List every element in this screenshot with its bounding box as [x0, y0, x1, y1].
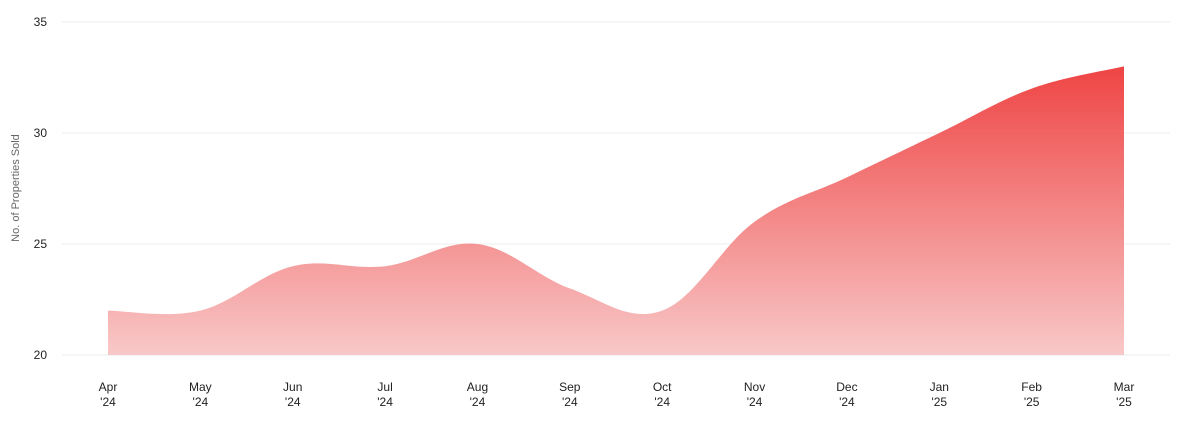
x-tick-label: Jan '25	[930, 380, 949, 409]
x-tick-label: Mar '25	[1114, 380, 1135, 409]
y-axis-title: No. of Properties Sold	[10, 134, 22, 242]
x-axis-ticks: Apr '24 May '24 Jun '24 Jul '24 Aug '24 Sep '24 Oct '…	[99, 380, 1135, 409]
x-tick-label: Aug '24	[467, 380, 488, 409]
y-tick-label: 30	[34, 126, 48, 140]
x-tick-label: Apr '24	[99, 380, 118, 409]
x-tick-label: Sep '24	[559, 380, 581, 409]
y-tick-label: 25	[34, 237, 48, 251]
y-tick-label: 20	[34, 348, 48, 362]
area-series	[108, 66, 1124, 356]
x-tick-label: Feb '25	[1021, 380, 1042, 409]
x-tick-label: Dec '24	[836, 380, 857, 409]
x-tick-label: Jul '24	[377, 380, 393, 409]
y-tick-label: 35	[34, 15, 48, 29]
x-tick-label: May '24	[189, 380, 212, 409]
x-tick-label: Jun '24	[283, 380, 302, 409]
area-fill	[108, 66, 1124, 356]
y-axis-ticks: 20 25 30 35	[34, 15, 48, 362]
x-tick-label: Oct '24	[653, 380, 672, 409]
x-tick-label: Nov '24	[744, 380, 765, 409]
